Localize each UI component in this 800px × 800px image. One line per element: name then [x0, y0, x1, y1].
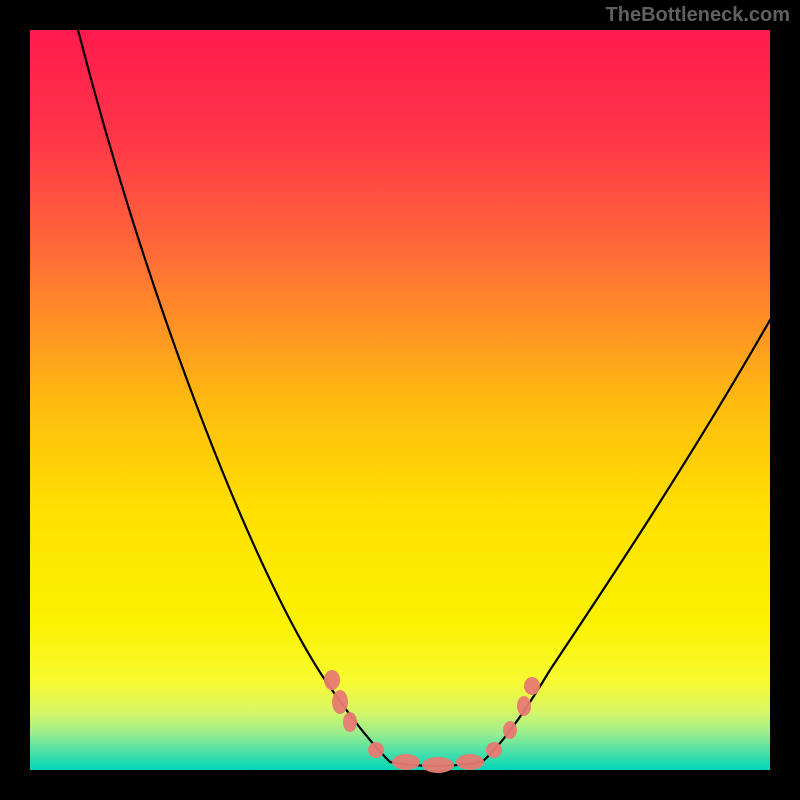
data-marker	[456, 754, 484, 770]
data-marker	[343, 712, 357, 732]
data-marker	[368, 742, 384, 758]
data-marker	[503, 721, 517, 739]
data-marker	[517, 696, 531, 716]
data-marker	[392, 754, 420, 770]
data-marker	[324, 670, 340, 690]
plot-area	[30, 30, 770, 770]
curve-path	[78, 30, 390, 762]
watermark-text: TheBottleneck.com	[606, 4, 790, 27]
data-marker	[332, 690, 348, 714]
data-marker	[422, 757, 454, 773]
chart-curves	[30, 30, 770, 770]
data-marker	[524, 677, 540, 695]
data-marker	[486, 742, 502, 758]
